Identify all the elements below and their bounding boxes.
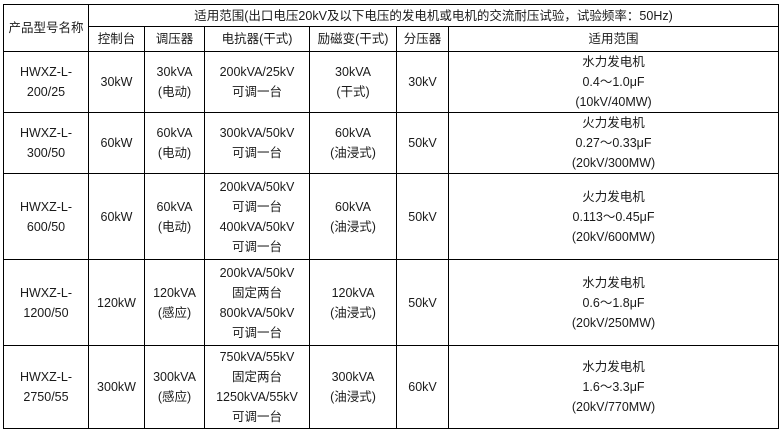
cell-regulator: 60kVA (电动)	[144, 173, 205, 260]
cell-model: HWXZ-L- 300/50	[3, 112, 89, 174]
cell-console: 60kW	[88, 173, 145, 260]
table-row: HWXZ-L- 300/50 60kW 60kVA (电动) 300kVA/50kV…	[3, 112, 780, 174]
cell-reactor: 200kVA/50kV 可调一台 400kVA/50kV 可调一台	[204, 173, 310, 260]
cell-scope: 火力发电机 0.27～0.33μF (20kV/300MW)	[447, 112, 780, 174]
cell-model: HWXZ-L- 200/25	[3, 51, 89, 113]
cell-reactor: 750kVA/55kV 固定两台 1250kVA/55kV 可调一台	[204, 345, 310, 429]
table-row: HWXZ-L- 1200/50 120kW 120kVA (感应) 200kVA/5…	[3, 259, 780, 346]
header-console: 控制台	[88, 26, 145, 52]
product-spec-table: 产品型号名称 适用范围(出口电压20kV及以下电压的发电机或电机的交流耐压试验，…	[3, 4, 780, 429]
cell-console: 120kW	[88, 259, 145, 346]
cell-regulator: 60kVA (电动)	[144, 112, 205, 174]
cell-excitation: 120kVA (油浸式)	[309, 259, 397, 346]
cell-divider: 50kV	[396, 259, 449, 346]
header-product-model: 产品型号名称	[3, 4, 89, 52]
cell-divider: 50kV	[396, 173, 449, 260]
header-applicable-range: 适用范围	[447, 26, 780, 52]
cell-console: 60kW	[88, 112, 145, 174]
header-voltage-divider: 分压器	[396, 26, 449, 52]
cell-excitation: 30kVA (干式)	[309, 51, 397, 113]
cell-divider: 50kV	[396, 112, 449, 174]
cell-console: 30kW	[88, 51, 145, 113]
cell-console: 300kW	[88, 345, 145, 429]
cell-scope: 水力发电机 1.6～3.3μF (20kV/770MW)	[447, 345, 780, 429]
header-scope-title: 适用范围(出口电压20kV及以下电压的发电机或电机的交流耐压试验，试验频率：50…	[87, 4, 780, 27]
cell-divider: 30kV	[396, 51, 449, 113]
header-reactor: 电抗器(干式)	[204, 26, 310, 52]
header-regulator: 调压器	[144, 26, 205, 52]
table-row: HWXZ-L- 200/25 30kW 30kVA (电动) 200kVA/25kV…	[3, 51, 780, 113]
cell-regulator: 30kVA (电动)	[144, 51, 205, 113]
table-row: HWXZ-L- 2750/55 300kW 300kVA (感应) 750kVA/5…	[3, 345, 780, 429]
cell-model: HWXZ-L- 1200/50	[3, 259, 89, 346]
cell-scope: 火力发电机 0.113～0.45μF (20kV/600MW)	[447, 173, 780, 260]
cell-regulator: 120kVA (感应)	[144, 259, 205, 346]
cell-reactor: 200kVA/25kV 可调一台	[204, 51, 310, 113]
cell-scope: 水力发电机 0.4～1.0μF (10kV/40MW)	[447, 51, 780, 113]
cell-regulator: 300kVA (感应)	[144, 345, 205, 429]
header-excitation-transformer: 励磁变(干式)	[309, 26, 397, 52]
cell-excitation: 60kVA (油浸式)	[309, 173, 397, 260]
table-row: HWXZ-L- 600/50 60kW 60kVA (电动) 200kVA/50kV…	[3, 173, 780, 260]
cell-scope: 水力发电机 0.6～1.8μF (20kV/250MW)	[447, 259, 780, 346]
cell-excitation: 300kVA (油浸式)	[309, 345, 397, 429]
header-row-top: 产品型号名称 适用范围(出口电压20kV及以下电压的发电机或电机的交流耐压试验，…	[3, 4, 780, 52]
cell-excitation: 60kVA (油浸式)	[309, 112, 397, 174]
cell-divider: 60kV	[396, 345, 449, 429]
cell-reactor: 300kVA/50kV 可调一台	[204, 112, 310, 174]
header-row-sub: 控制台 调压器 电抗器(干式) 励磁变(干式) 分压器 适用范围	[4, 26, 780, 52]
cell-reactor: 200kVA/50kV 固定两台 800kVA/50kV 可调一台	[204, 259, 310, 346]
cell-model: HWXZ-L- 600/50	[3, 173, 89, 260]
cell-model: HWXZ-L- 2750/55	[3, 345, 89, 429]
